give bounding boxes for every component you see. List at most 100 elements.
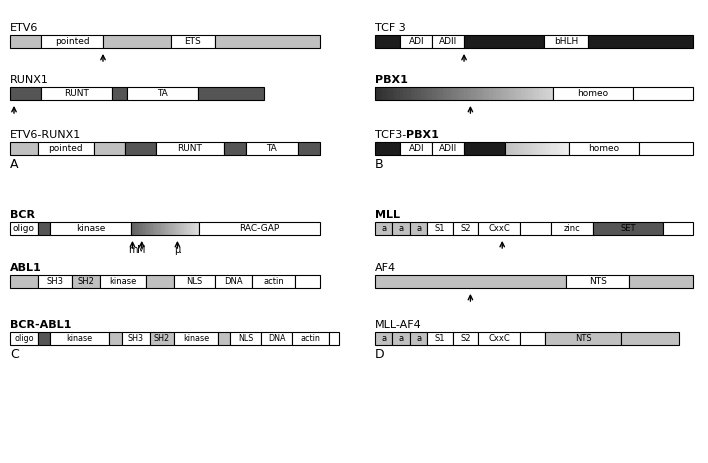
Bar <box>547 142 549 155</box>
Bar <box>539 142 542 155</box>
Bar <box>460 87 465 100</box>
Bar <box>428 87 433 100</box>
Bar <box>375 332 392 345</box>
Bar <box>464 87 469 100</box>
Bar <box>568 142 570 155</box>
Bar <box>246 142 298 155</box>
Text: a: a <box>381 224 387 233</box>
Bar <box>545 142 547 155</box>
Bar <box>41 35 103 48</box>
Bar <box>171 222 173 235</box>
Text: ABL1: ABL1 <box>10 263 42 273</box>
Bar <box>518 87 522 100</box>
Bar <box>535 87 539 100</box>
Bar <box>386 87 390 100</box>
Bar <box>518 142 520 155</box>
Bar <box>555 142 557 155</box>
Bar <box>134 222 136 235</box>
Bar <box>158 222 161 235</box>
Bar <box>401 35 433 48</box>
Bar <box>392 332 410 345</box>
Bar <box>507 87 511 100</box>
Text: kinase: kinase <box>183 334 209 343</box>
Bar <box>156 222 158 235</box>
Bar <box>532 87 536 100</box>
Text: oligo: oligo <box>14 334 34 343</box>
Bar <box>147 222 149 235</box>
Text: a: a <box>399 224 404 233</box>
Bar <box>432 87 437 100</box>
Bar <box>629 275 693 288</box>
Bar <box>175 222 177 235</box>
Text: RAC-GAP: RAC-GAP <box>239 224 280 233</box>
Bar <box>396 87 401 100</box>
Bar <box>404 87 408 100</box>
Bar <box>125 142 156 155</box>
Text: kinase: kinase <box>67 334 93 343</box>
Bar <box>479 222 520 235</box>
Text: a: a <box>416 224 421 233</box>
Bar <box>507 142 509 155</box>
Bar <box>161 222 164 235</box>
Text: NTS: NTS <box>575 334 592 343</box>
Text: ADI: ADI <box>409 144 424 153</box>
Text: SH2: SH2 <box>154 334 170 343</box>
Bar <box>503 87 508 100</box>
Text: BCR-ABL1: BCR-ABL1 <box>10 320 72 330</box>
Bar <box>561 142 564 155</box>
Bar <box>164 222 166 235</box>
Text: ETV6-RUNX1: ETV6-RUNX1 <box>10 130 81 140</box>
Bar <box>159 222 162 235</box>
Bar <box>401 142 433 155</box>
Bar <box>131 222 133 235</box>
Bar <box>188 222 190 235</box>
Text: RUNT: RUNT <box>64 89 88 98</box>
Bar <box>72 275 100 288</box>
Bar <box>522 142 524 155</box>
Text: S1: S1 <box>435 334 445 343</box>
Text: SET: SET <box>620 224 636 233</box>
Bar <box>428 222 453 235</box>
Bar <box>566 275 629 288</box>
Bar <box>527 142 530 155</box>
Bar <box>544 142 546 155</box>
Bar <box>663 222 693 235</box>
Bar <box>442 87 447 100</box>
Text: AF4: AF4 <box>375 263 396 273</box>
Bar <box>103 35 171 48</box>
Text: RUNT: RUNT <box>178 144 202 153</box>
Bar <box>198 222 200 235</box>
Bar <box>539 87 544 100</box>
Text: ADII: ADII <box>439 37 457 46</box>
Bar <box>433 35 464 48</box>
Bar <box>510 142 513 155</box>
Bar <box>410 332 428 345</box>
Bar <box>433 142 464 155</box>
Bar <box>535 142 537 155</box>
Bar <box>298 142 320 155</box>
Text: pointed: pointed <box>48 144 83 153</box>
Bar <box>496 87 501 100</box>
Bar <box>295 275 320 288</box>
Text: TA: TA <box>267 144 278 153</box>
Bar <box>521 87 525 100</box>
Bar <box>171 35 215 48</box>
Bar <box>546 87 551 100</box>
Bar <box>509 142 511 155</box>
Text: PBX1: PBX1 <box>375 75 408 85</box>
Bar <box>252 275 295 288</box>
Bar <box>486 87 490 100</box>
Bar <box>457 87 462 100</box>
Text: PBX1: PBX1 <box>406 130 439 140</box>
Bar <box>528 142 530 155</box>
Bar <box>162 222 165 235</box>
Bar <box>217 332 230 345</box>
Bar <box>526 142 528 155</box>
Text: CxxC: CxxC <box>488 224 510 233</box>
Bar <box>506 142 569 155</box>
Bar <box>150 222 152 235</box>
Text: M: M <box>137 245 146 255</box>
Bar <box>122 332 149 345</box>
Bar <box>38 332 50 345</box>
Bar <box>138 222 140 235</box>
